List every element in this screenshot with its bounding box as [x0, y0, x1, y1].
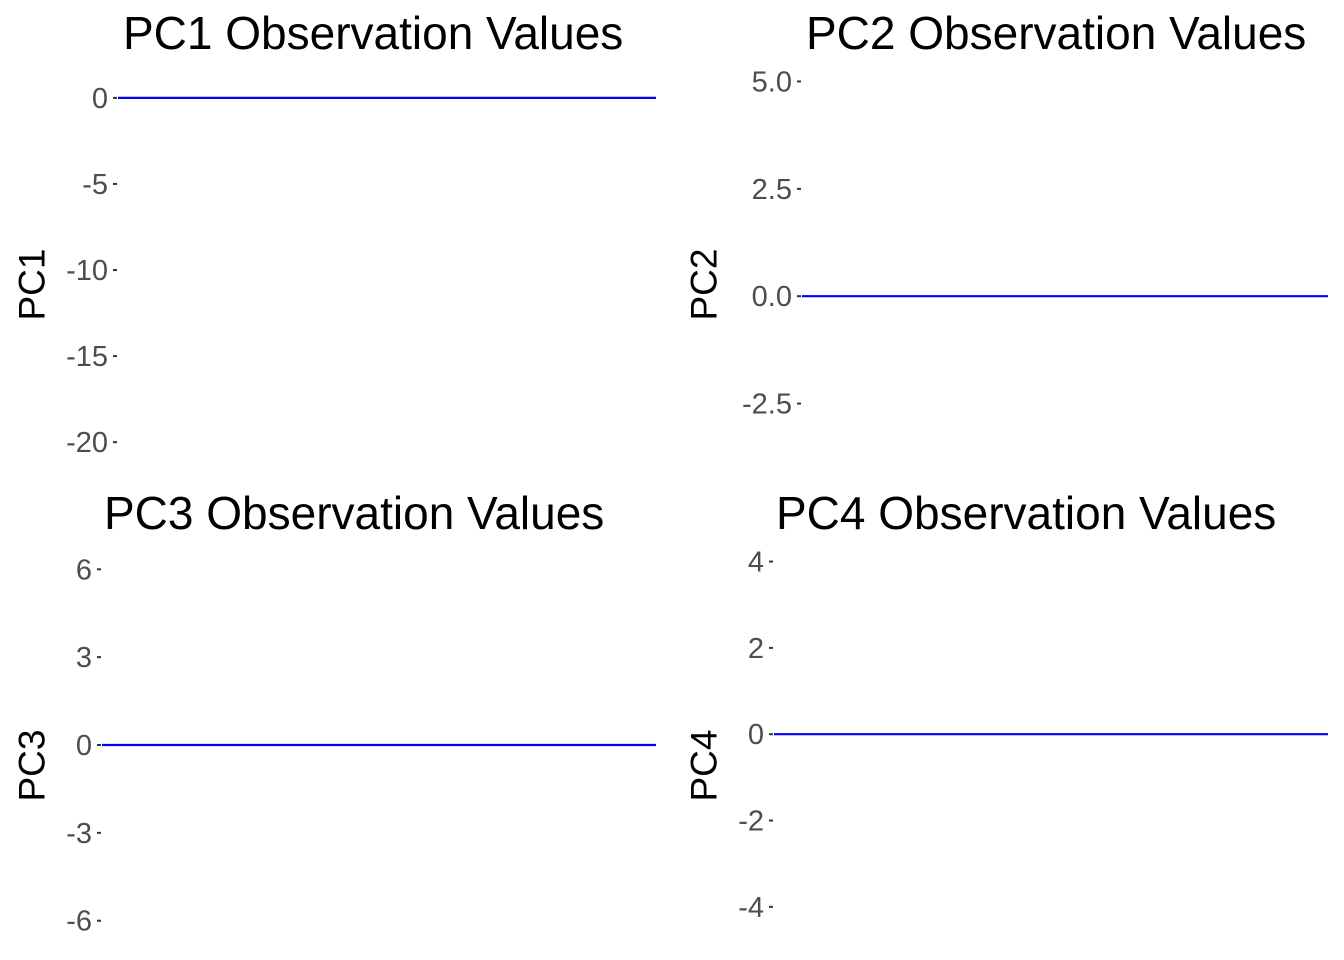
y-tick-label: -6 [66, 906, 92, 938]
y-tick-label: 2.5 [752, 174, 792, 206]
plot-area: 5.0 2.5 0.0 -2.5 [742, 66, 1328, 421]
y-tick-label: -4 [738, 892, 764, 924]
y-tick-label: 4 [748, 547, 764, 579]
y-tick-label: 2 [748, 633, 764, 665]
y-tick-label: -20 [66, 427, 108, 459]
y-tick-label: -10 [66, 255, 108, 287]
chart-title: PC4 Observation Values [776, 487, 1277, 539]
y-tick-label: -5 [82, 169, 108, 201]
chart-panel-pc1: PC1 Observation Values PC1 0 -5 -10 -15 -20 [0, 0, 672, 480]
y-tick-label: 0.0 [752, 281, 792, 313]
y-tick-label: -3 [66, 818, 92, 850]
y-tick-label: 3 [76, 642, 92, 674]
y-tick-label: -15 [66, 341, 108, 373]
chart-title: PC3 Observation Values [104, 487, 605, 539]
y-tick-label: 5.0 [752, 66, 792, 98]
plot-area: 6 3 0 -3 -6 [66, 554, 656, 938]
chart-panel-pc4: PC4 Observation Values PC4 4 2 0 -2 -4 [672, 480, 1344, 960]
plot-area: 4 2 0 -2 -4 [738, 547, 1328, 924]
y-tick-label: -2 [738, 806, 764, 838]
y-tick-label: 0 [76, 730, 92, 762]
chart-panel-pc3: PC3 Observation Values PC3 6 3 0 -3 -6 [0, 480, 672, 960]
chart-title: PC1 Observation Values [123, 7, 624, 59]
chart-title: PC2 Observation Values [806, 7, 1307, 59]
y-tick-label: 0 [92, 83, 108, 115]
y-tick-label: -2.5 [742, 389, 792, 421]
y-tick-label: 6 [76, 554, 92, 586]
chart-panel-pc2: PC2 Observation Values PC2 5.0 2.5 0.0 -2.5 [672, 0, 1344, 480]
y-tick-label: 0 [748, 719, 764, 751]
plot-area: 0 -5 -10 -15 -20 [66, 83, 656, 459]
